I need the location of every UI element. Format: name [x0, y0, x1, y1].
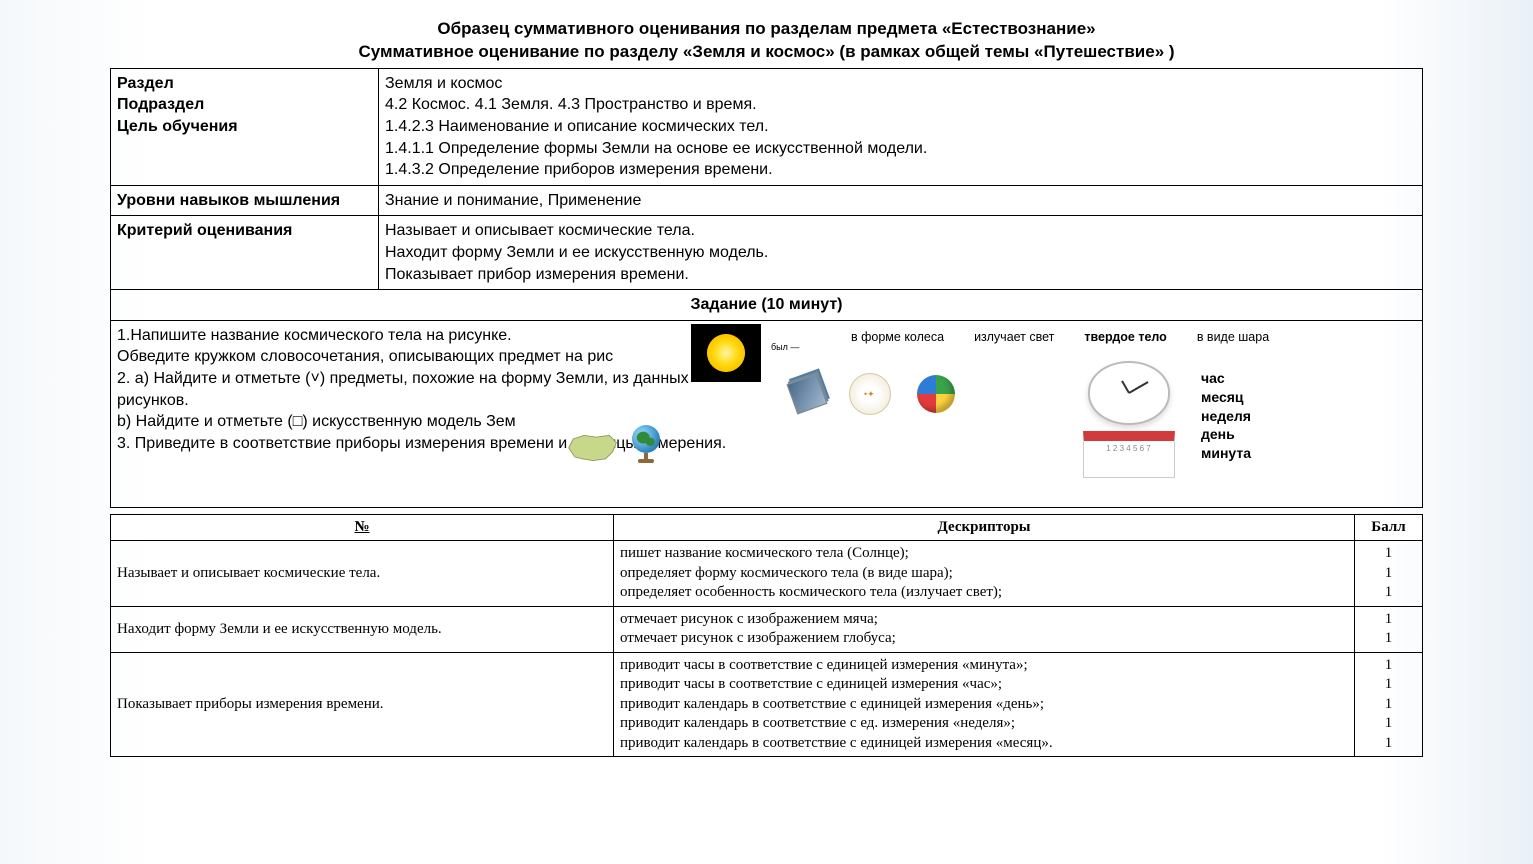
desc-row-2: Показывает приборы измерения времени. пр… — [111, 652, 1423, 757]
criterion-0: Называет и описывает космические тела. — [111, 541, 614, 607]
info-table: Раздел Подраздел Цель обучения Земля и к… — [110, 68, 1423, 508]
descriptors-header-row: № Дескрипторы Балл — [111, 514, 1423, 541]
title-line-2: Суммативное оценивание по разделу «Земля… — [110, 41, 1423, 64]
header-num: № — [111, 514, 614, 541]
unit-2: неделя — [1201, 407, 1251, 426]
header-desc: Дескрипторы — [614, 514, 1355, 541]
c2-item-1: приводит часы в соответствие с единицей … — [620, 675, 1348, 695]
ball-icon — [917, 375, 955, 413]
c2-score-3: 1 — [1361, 714, 1416, 734]
info-values-cell: Земля и космос 4.2 Космос. 4.1 Земля. 4.… — [379, 68, 1423, 185]
c2-score-0: 1 — [1361, 656, 1416, 676]
calendar-icon — [1083, 431, 1175, 478]
desc-row-1: Находит форму Земли и ее искусственную м… — [111, 606, 1423, 652]
task-body: 1.Напишите название космического тела на… — [111, 320, 1423, 507]
clock-calendar-block — [1071, 361, 1186, 478]
title-block: Образец суммативного оценивания по разде… — [110, 18, 1423, 64]
shapes-row — [791, 373, 955, 415]
label-learning-goal: Цель обучения — [117, 116, 372, 138]
criterion-2-scores: 1 1 1 1 1 — [1355, 652, 1423, 757]
criterion-1-scores: 1 1 — [1355, 606, 1423, 652]
property-row: в форме колеса излучает свет твердое тел… — [851, 329, 1422, 346]
criterion-0-items: пишет название космического тела (Солнце… — [614, 541, 1355, 607]
prop-1: излучает свет — [974, 329, 1054, 346]
unit-0: час — [1201, 369, 1251, 388]
criterion-0-scores: 1 1 1 — [1355, 541, 1423, 607]
goal-line-1: 1.4.1.1 Определение формы Земли на основ… — [385, 138, 1416, 160]
c0-score-2: 1 — [1361, 583, 1416, 603]
criterion-1: Находит форму Земли и ее искусственную м… — [111, 606, 614, 652]
unit-3: день — [1201, 425, 1251, 444]
goal-line-0: 1.4.2.3 Наименование и описание космичес… — [385, 116, 1416, 138]
desc-row-0: Называет и описывает космические тела. п… — [111, 541, 1423, 607]
c0-score-0: 1 — [1361, 544, 1416, 564]
c0-score-1: 1 — [1361, 564, 1416, 584]
label-section: Раздел — [117, 73, 372, 95]
c1-score-0: 1 — [1361, 610, 1416, 630]
section-value: Земля и космос — [385, 73, 1416, 95]
c2-item-0: приводит часы в соответствие с единицей … — [620, 656, 1348, 676]
sun-image — [691, 324, 761, 382]
label-subsection: Подраздел — [117, 94, 372, 116]
sun-core-icon — [707, 334, 745, 372]
unit-1: месяц — [1201, 388, 1251, 407]
thinking-levels-value: Знание и понимание, Применение — [379, 185, 1423, 216]
cube-icon — [786, 373, 827, 414]
criteria-line-2: Показывает прибор измерения времени. — [385, 264, 1416, 286]
subsection-value: 4.2 Космос. 4.1 Земля. 4.3 Пространство … — [385, 94, 1416, 116]
c2-item-3: приводит календарь в соответствие с ед. … — [620, 714, 1348, 734]
info-labels-cell: Раздел Подраздел Цель обучения — [111, 68, 379, 185]
time-units-list: час месяц неделя день минута — [1201, 369, 1251, 463]
task-header: Задание (10 минут) — [111, 290, 1423, 321]
criteria-cell: Называет и описывает космические тела. Н… — [379, 216, 1423, 290]
c1-item-1: отмечает рисунок с изображением глобуса; — [620, 629, 1348, 649]
c0-item-1: определяет форму космического тела (в ви… — [620, 564, 1348, 584]
header-score: Балл — [1355, 514, 1423, 541]
prop-0: в форме колеса — [851, 329, 944, 346]
prop-3: в виде шара — [1197, 329, 1269, 346]
page: Образец суммативного оценивания по разде… — [0, 0, 1533, 864]
c2-score-1: 1 — [1361, 675, 1416, 695]
label-thinking-levels: Уровни навыков мышления — [111, 185, 379, 216]
descriptors-table: № Дескрипторы Балл Называет и описывает … — [110, 514, 1423, 758]
c1-item-0: отмечает рисунок с изображением мяча; — [620, 610, 1348, 630]
criteria-line-1: Находит форму Земли и ее искусственную м… — [385, 242, 1416, 264]
plate-icon — [849, 373, 891, 415]
c2-score-2: 1 — [1361, 695, 1416, 715]
goal-line-2: 1.4.3.2 Определение приборов измерения в… — [385, 159, 1416, 181]
criterion-2-items: приводит часы в соответствие с единицей … — [614, 652, 1355, 757]
criteria-line-0: Называет и описывает космические тела. — [385, 220, 1416, 242]
task-q1-line2: Обведите кружком словосочетания, описыва… — [117, 346, 1416, 368]
unit-4: минута — [1201, 444, 1251, 463]
clock-icon — [1088, 361, 1170, 425]
c0-item-2: определяет особенность космического тела… — [620, 583, 1348, 603]
c2-item-4: приводит календарь в соответствие с един… — [620, 734, 1348, 754]
c0-item-0: пишет название космического тела (Солнце… — [620, 544, 1348, 564]
criterion-2: Показывает приборы измерения времени. — [111, 652, 614, 757]
c1-score-1: 1 — [1361, 629, 1416, 649]
c2-item-2: приводит календарь в соответствие с един… — [620, 695, 1348, 715]
c2-score-4: 1 — [1361, 734, 1416, 754]
blank-label: был — — [771, 341, 799, 353]
prop-2: твердое тело — [1084, 329, 1166, 346]
label-criteria: Критерий оценивания — [111, 216, 379, 290]
globe-icon — [631, 425, 661, 465]
kazakhstan-map-icon — [566, 429, 620, 467]
title-line-1: Образец суммативного оценивания по разде… — [110, 18, 1423, 41]
criterion-1-items: отмечает рисунок с изображением мяча; от… — [614, 606, 1355, 652]
